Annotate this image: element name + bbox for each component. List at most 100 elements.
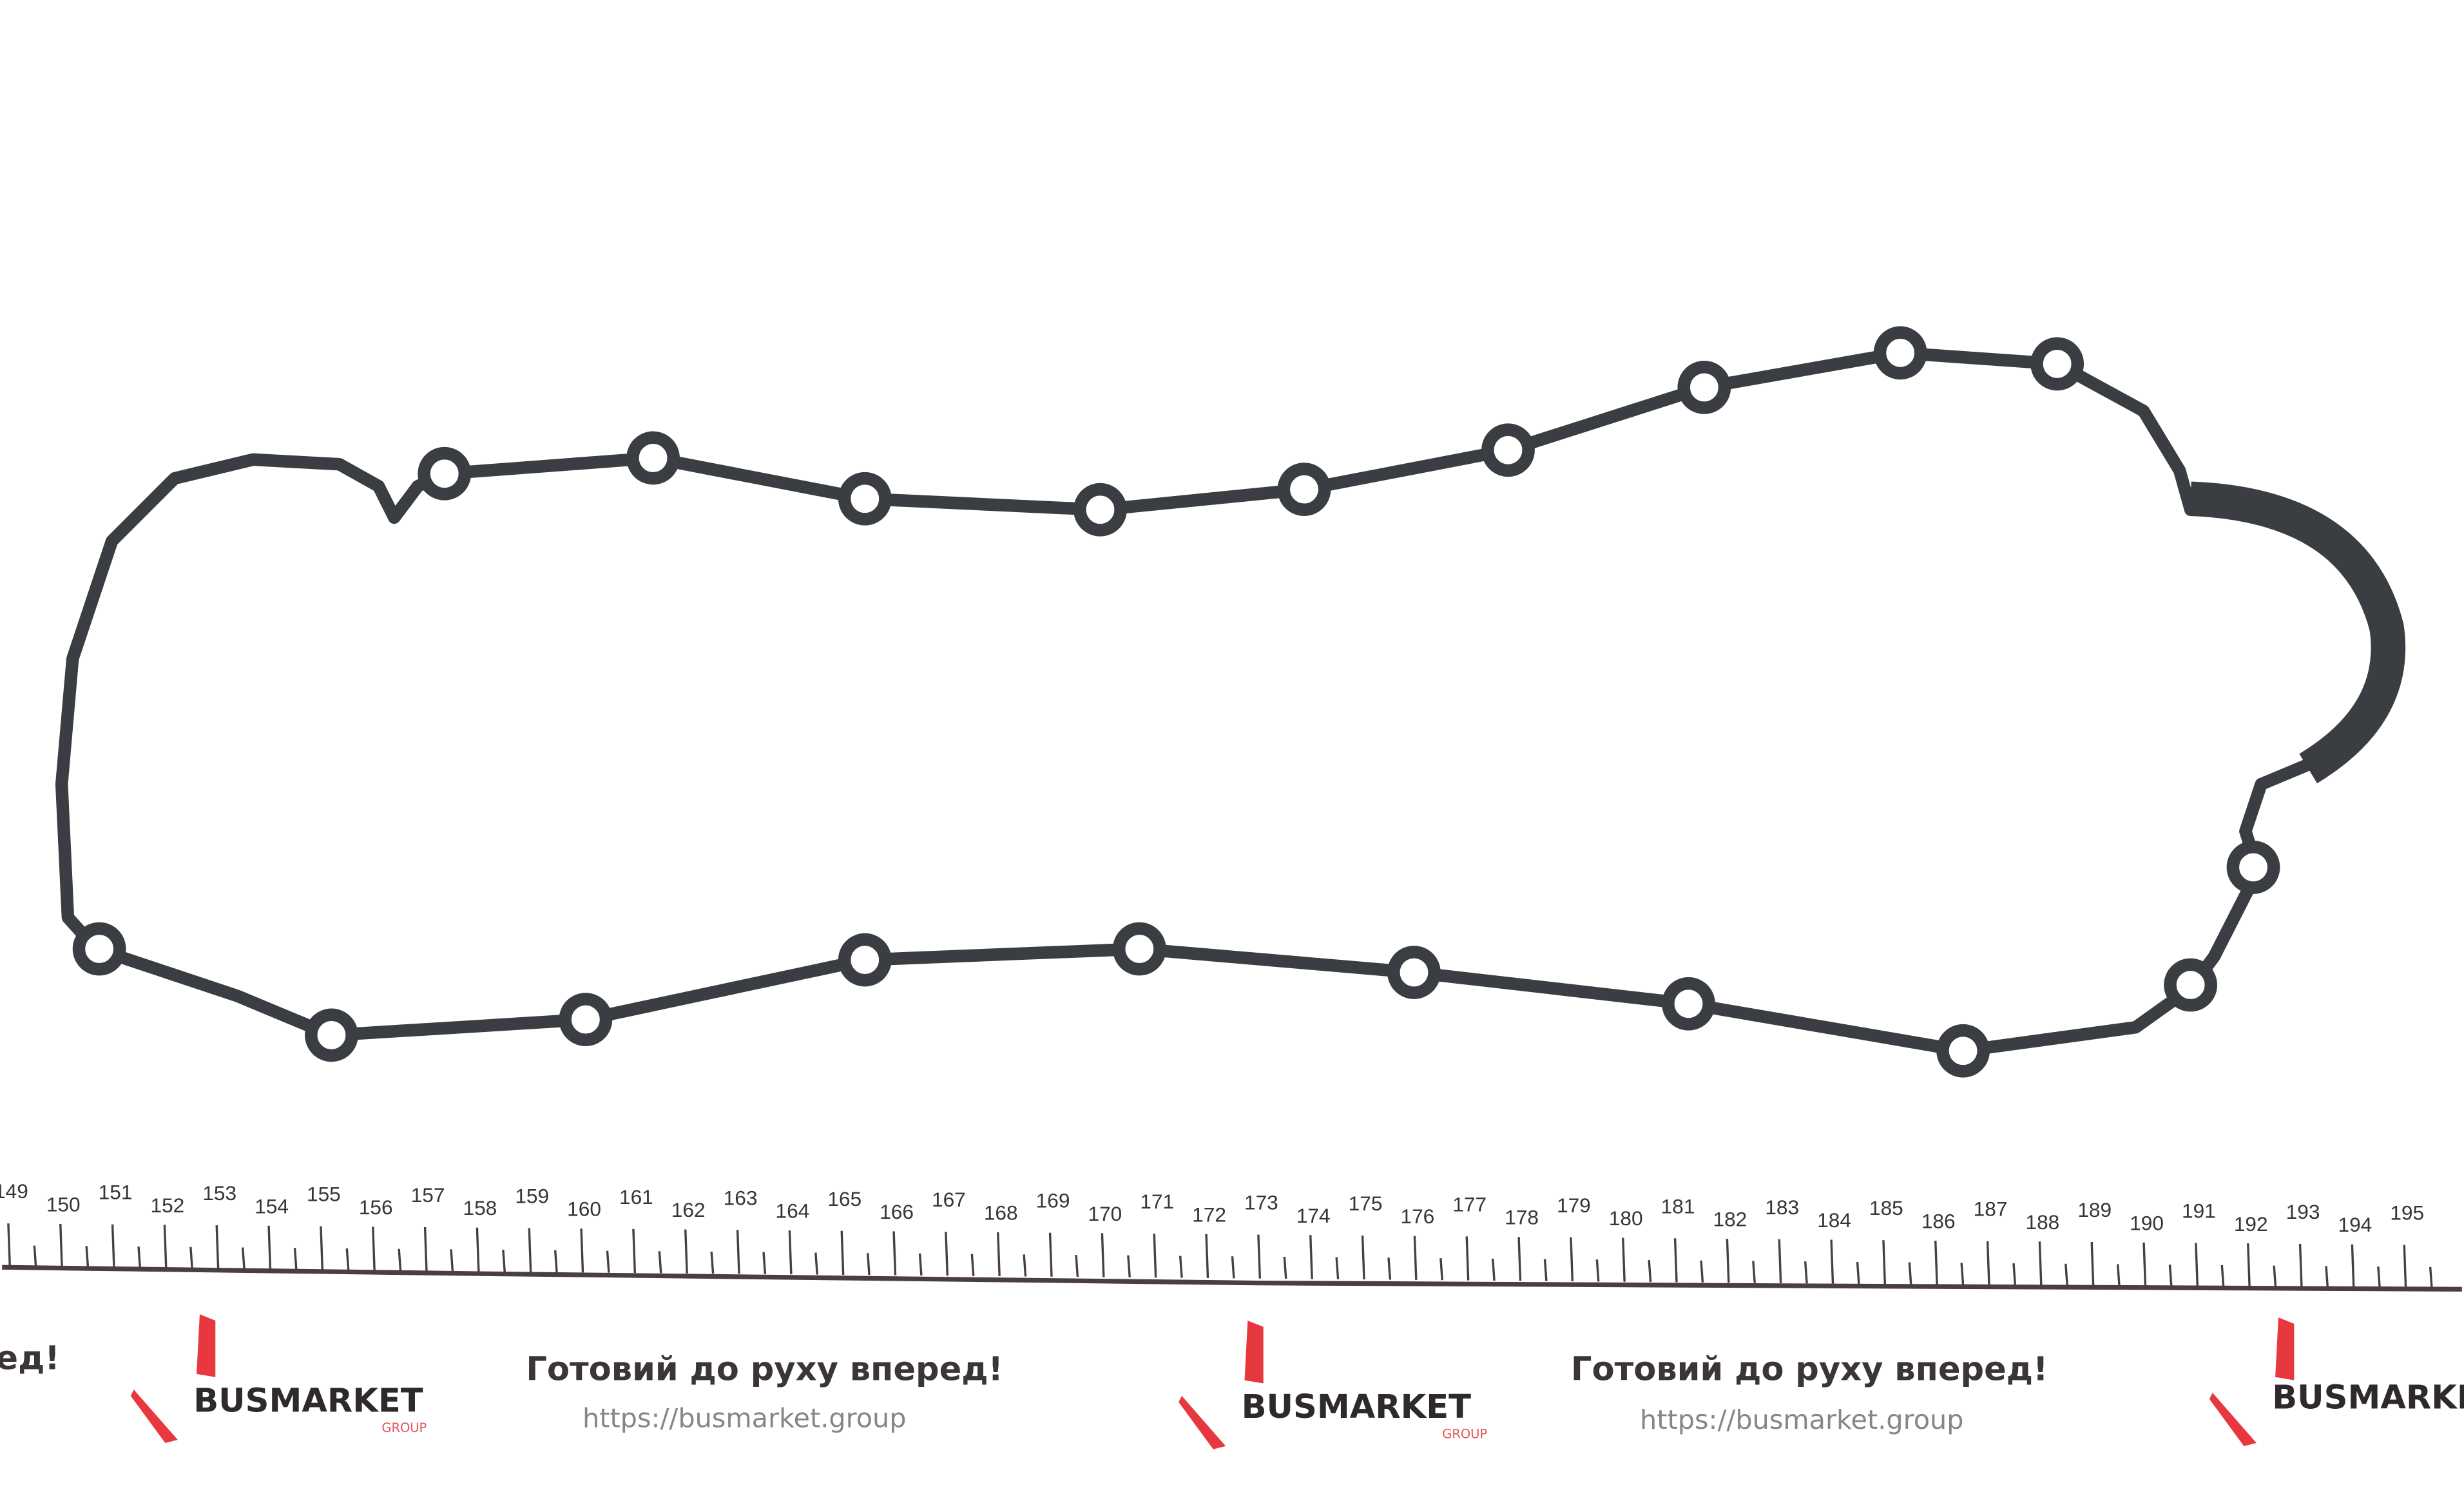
ruler-tick xyxy=(1778,1239,1782,1283)
ruler-tick xyxy=(1179,1256,1183,1278)
ruler-tick xyxy=(1048,1232,1053,1277)
ruler-tick xyxy=(398,1248,402,1271)
ruler-label: 151 xyxy=(99,1181,133,1204)
ruler-tick xyxy=(1309,1235,1313,1279)
busmarket-logo: BUSMARKET GROUP xyxy=(1179,1321,1487,1449)
ruler-tick xyxy=(1101,1233,1105,1277)
ruler-tick xyxy=(892,1231,897,1275)
ruler-tick xyxy=(1804,1261,1808,1284)
ruler-tick xyxy=(866,1253,871,1275)
ruler-tick xyxy=(2325,1266,2329,1288)
bolt-hole xyxy=(838,933,892,987)
ruler-tick xyxy=(1075,1254,1079,1277)
ruler-label: 186 xyxy=(1921,1209,1956,1232)
ruler-tick xyxy=(1127,1255,1131,1278)
ruler-tick xyxy=(684,1229,688,1274)
ruler-tick xyxy=(1361,1235,1365,1280)
ruler-tick xyxy=(1908,1262,1912,1285)
gasket-seal-band xyxy=(2190,481,2406,783)
ruler-label: 174 xyxy=(1296,1204,1331,1227)
ruler-tick xyxy=(1595,1259,1600,1282)
ruler-tick xyxy=(345,1248,350,1271)
ruler-tick xyxy=(606,1250,610,1273)
ruler-label: 170 xyxy=(1088,1202,1122,1225)
svg-text:GROUP: GROUP xyxy=(1442,1427,1487,1442)
ruler-label: 184 xyxy=(1817,1208,1851,1232)
ruler-label: 164 xyxy=(775,1199,809,1223)
ruler-tick xyxy=(450,1249,454,1272)
ruler-tick xyxy=(762,1252,767,1274)
svg-text:BUSMARKET: BUSMARKET xyxy=(2272,1379,2464,1417)
ruler-label: 156 xyxy=(359,1196,393,1219)
ruler-tick xyxy=(632,1228,637,1274)
ruler-tick xyxy=(2273,1265,2277,1288)
ruler-tick xyxy=(1205,1234,1209,1279)
ruler-label: 194 xyxy=(2338,1213,2372,1236)
ruler-label: 181 xyxy=(1661,1194,1695,1218)
ruler-tick xyxy=(945,1232,949,1276)
ruler-tick xyxy=(736,1230,740,1274)
ruler-label: 162 xyxy=(671,1198,706,1221)
ruler-tick xyxy=(1960,1263,1965,1285)
bolt-hole xyxy=(1481,423,1535,477)
website-link[interactable]: https://busmarket.group xyxy=(582,1403,907,1434)
ruler-tick xyxy=(372,1227,376,1271)
ruler-tick xyxy=(215,1225,220,1270)
ruler-label: 195 xyxy=(2390,1201,2424,1224)
ruler-tick xyxy=(1622,1237,1626,1282)
ruler-tick xyxy=(1023,1254,1027,1277)
ruler-label: 188 xyxy=(2025,1210,2059,1234)
ruler-label: 154 xyxy=(255,1194,289,1218)
ruler-label: 158 xyxy=(463,1196,497,1219)
ruler-tick xyxy=(840,1230,845,1275)
ruler-tick xyxy=(918,1253,923,1276)
bolt-hole xyxy=(1277,463,1331,517)
bolt-hole xyxy=(1387,946,1441,999)
ruler-label: 165 xyxy=(827,1187,861,1210)
website-link[interactable]: https://busmarket.group xyxy=(1640,1404,1964,1435)
ruler: 149 150 151 152 153 154 155 156 157 158 159 160 161 1… xyxy=(0,1180,2462,1292)
ruler-tick xyxy=(1648,1259,1652,1283)
ruler-label: 149 xyxy=(0,1180,28,1203)
ruler-tick xyxy=(1934,1240,1938,1285)
ruler-tick xyxy=(1439,1258,1443,1281)
ruler-label: 166 xyxy=(880,1200,914,1223)
ruler-label: 172 xyxy=(1192,1203,1226,1226)
ruler-tick xyxy=(1830,1239,1834,1284)
ruler-label: 168 xyxy=(984,1201,1018,1224)
ruler-tick xyxy=(553,1250,558,1273)
ruler-tick xyxy=(2142,1242,2147,1287)
slogan-partial: ед! xyxy=(0,1340,60,1378)
ruler-label: 152 xyxy=(150,1194,184,1217)
ruler-tick xyxy=(1856,1261,1860,1285)
ruler-label: 193 xyxy=(2286,1200,2320,1223)
ruler-tick xyxy=(7,1223,12,1268)
ruler-tick xyxy=(1752,1261,1756,1283)
gasket xyxy=(55,326,2406,1078)
bolt-hole xyxy=(1662,977,1715,1031)
ruler-label: 175 xyxy=(1349,1192,1383,1215)
ruler-tick xyxy=(1257,1234,1262,1279)
ruler-label: 176 xyxy=(1400,1205,1434,1228)
ruler-tick xyxy=(137,1246,142,1269)
ruler-tick xyxy=(423,1227,428,1272)
ruler-tick xyxy=(2195,1243,2199,1287)
bolt-hole xyxy=(1677,360,1731,414)
ruler-tick xyxy=(2065,1263,2068,1286)
ruler-tick xyxy=(997,1232,1001,1277)
bolt-hole xyxy=(305,1008,358,1062)
ruler-label: 185 xyxy=(1869,1196,1903,1219)
ruler-tick xyxy=(1700,1260,1704,1283)
ruler-tick xyxy=(2403,1245,2407,1289)
ruler-tick xyxy=(320,1226,324,1270)
svg-text:BUSMARKET: BUSMARKET xyxy=(193,1382,423,1420)
ruler-tick xyxy=(189,1246,193,1270)
ruler-label: 167 xyxy=(932,1188,966,1211)
ruler-tick xyxy=(85,1246,90,1268)
ruler-tick xyxy=(2116,1264,2121,1286)
bolt-hole xyxy=(1873,326,1927,380)
ruler-label: 155 xyxy=(307,1183,341,1206)
ruler-tick xyxy=(1465,1236,1470,1281)
ruler-tick xyxy=(528,1228,532,1272)
ruler-tick xyxy=(1726,1238,1730,1283)
